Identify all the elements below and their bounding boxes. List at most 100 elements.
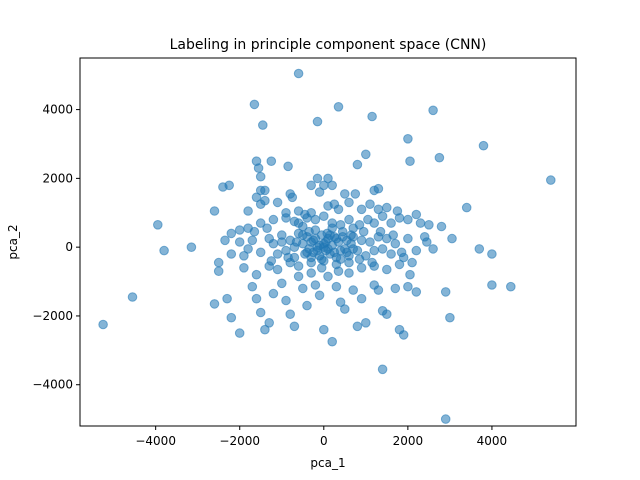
data-point xyxy=(251,192,262,203)
data-point xyxy=(255,171,266,182)
data-point xyxy=(373,285,384,295)
data-point xyxy=(234,328,245,338)
data-point xyxy=(344,197,354,208)
data-point xyxy=(367,111,377,122)
y-tick-label: 4000 xyxy=(42,103,73,117)
data-point xyxy=(344,268,354,278)
data-point xyxy=(293,271,304,282)
data-point xyxy=(382,264,392,275)
data-point xyxy=(335,297,346,308)
data-point xyxy=(226,228,237,239)
data-point xyxy=(268,238,279,249)
data-point xyxy=(222,293,232,304)
data-point xyxy=(329,247,340,258)
y-axis: −4000 −2000 0 2000 4000 xyxy=(32,103,80,392)
data-point xyxy=(342,247,352,258)
data-point xyxy=(224,180,234,191)
data-point xyxy=(344,214,354,225)
x-tick-label: 0 xyxy=(320,434,328,448)
data-point xyxy=(394,213,405,223)
data-point xyxy=(243,244,253,254)
data-point xyxy=(234,237,245,247)
plot-frame xyxy=(79,57,577,427)
data-point xyxy=(415,218,426,228)
data-point xyxy=(293,261,304,271)
data-point xyxy=(487,280,497,290)
data-point xyxy=(407,257,417,268)
data-point xyxy=(428,105,438,116)
x-tick-label: 2000 xyxy=(393,434,424,448)
data-point xyxy=(440,287,451,297)
data-point xyxy=(289,321,300,332)
data-point xyxy=(255,218,266,228)
data-point xyxy=(312,173,323,184)
x-axis: −4000 −2000 0 2000 4000 xyxy=(135,426,507,448)
data-point xyxy=(386,218,396,228)
data-point xyxy=(365,237,375,247)
data-point xyxy=(266,156,277,166)
data-point xyxy=(403,281,413,292)
data-point xyxy=(186,242,197,252)
data-point xyxy=(340,304,350,314)
data-point xyxy=(333,102,344,112)
data-point xyxy=(350,189,361,199)
data-point xyxy=(293,68,304,79)
data-point xyxy=(260,324,270,335)
data-point xyxy=(213,257,224,268)
data-point xyxy=(403,233,413,244)
data-point xyxy=(302,213,312,223)
data-point xyxy=(291,237,302,247)
data-point xyxy=(314,290,325,301)
data-point xyxy=(386,249,396,259)
data-point xyxy=(352,159,363,170)
data-point xyxy=(403,214,413,225)
data-point xyxy=(285,309,296,320)
x-tick-label: −4000 xyxy=(135,434,176,448)
data-point xyxy=(323,271,333,282)
data-point xyxy=(445,312,455,323)
data-point xyxy=(506,281,516,292)
data-point xyxy=(346,230,356,240)
data-point xyxy=(411,245,422,256)
data-point xyxy=(272,264,283,275)
data-point xyxy=(316,263,327,273)
y-tick-label: −4000 xyxy=(32,378,73,392)
data-point xyxy=(272,197,283,208)
data-point xyxy=(375,226,386,237)
data-point xyxy=(239,251,249,261)
data-point xyxy=(234,225,245,235)
data-point xyxy=(340,189,350,199)
data-point xyxy=(251,269,262,280)
data-point xyxy=(398,330,409,340)
data-point xyxy=(260,195,270,206)
data-point xyxy=(302,300,312,311)
data-point xyxy=(268,214,279,225)
data-point xyxy=(298,283,308,294)
data-point xyxy=(302,247,312,258)
data-point xyxy=(335,254,346,265)
data-point xyxy=(153,220,163,230)
data-point xyxy=(365,199,375,209)
data-point xyxy=(461,202,472,213)
data-point xyxy=(369,245,380,256)
data-point xyxy=(310,214,321,225)
y-axis-label: pca_2 xyxy=(6,224,20,259)
data-point xyxy=(327,180,338,191)
x-axis-label: pca_1 xyxy=(310,456,345,470)
data-point xyxy=(348,285,359,295)
data-point xyxy=(388,230,399,240)
points-layer xyxy=(98,68,556,424)
data-point xyxy=(369,218,380,228)
data-point xyxy=(478,140,489,151)
data-point xyxy=(249,226,260,237)
data-point xyxy=(377,211,388,221)
data-point xyxy=(411,209,422,220)
data-point xyxy=(306,268,317,278)
data-point xyxy=(247,235,258,246)
data-point xyxy=(398,252,409,263)
data-point xyxy=(546,175,556,185)
data-point xyxy=(283,252,293,263)
data-point xyxy=(209,299,220,309)
